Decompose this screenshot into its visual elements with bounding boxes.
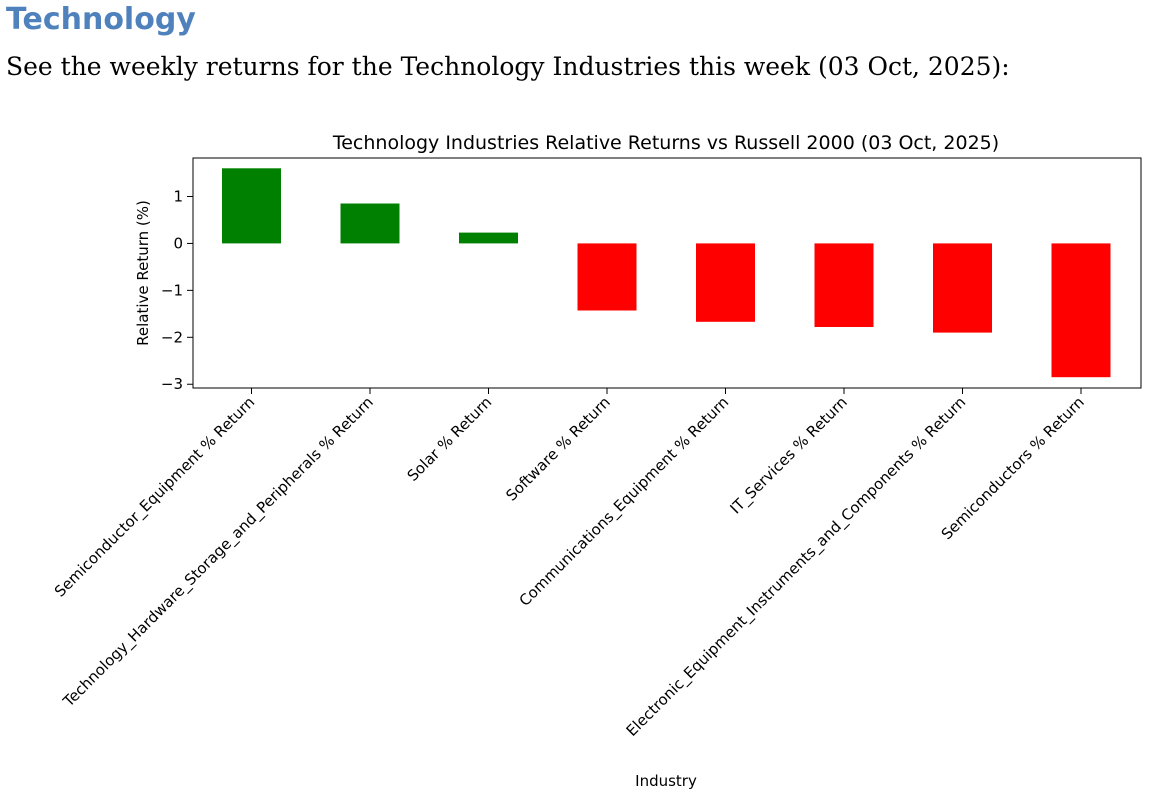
bar-7 <box>1051 243 1111 378</box>
bar-0 <box>222 168 281 244</box>
y-axis-label: Relative Return (%) <box>134 200 152 346</box>
x-tick-label-3: Software % Return <box>502 393 614 505</box>
x-axis: Semiconductor_Equipment % ReturnTechnolo… <box>51 388 1088 741</box>
x-tick-label-7: Semiconductors % Return <box>938 393 1088 543</box>
y-axis: 1 0 −1 −2 −3 <box>161 187 193 393</box>
bar-4 <box>696 243 755 322</box>
bar-6 <box>933 243 992 333</box>
y-tick-label-4: −3 <box>161 375 183 393</box>
x-axis-label: Industry <box>635 772 697 790</box>
x-tick-label-5: IT_Services % Return <box>726 393 851 518</box>
bar-3 <box>577 243 637 311</box>
y-tick-label-0: 1 <box>173 187 183 205</box>
x-tick-label-0: Semiconductor_Equipment % Return <box>51 393 259 601</box>
section-intro: See the weekly returns for the Technolog… <box>6 52 1010 81</box>
x-tick-label-4: Communications_Equipment % Return <box>516 393 733 610</box>
bar-1 <box>340 203 400 244</box>
y-tick-label-3: −2 <box>161 328 183 346</box>
chart-title: Technology Industries Relative Returns v… <box>332 132 999 154</box>
y-tick-label-1: 0 <box>173 234 183 252</box>
bars-group <box>222 168 1111 378</box>
bar-2 <box>459 232 518 244</box>
section-heading: Technology <box>6 2 196 37</box>
y-tick-label-2: −1 <box>161 281 183 299</box>
plot-frame <box>192 157 1142 389</box>
bar-5 <box>814 243 874 327</box>
x-tick-label-2: Solar % Return <box>404 393 496 485</box>
